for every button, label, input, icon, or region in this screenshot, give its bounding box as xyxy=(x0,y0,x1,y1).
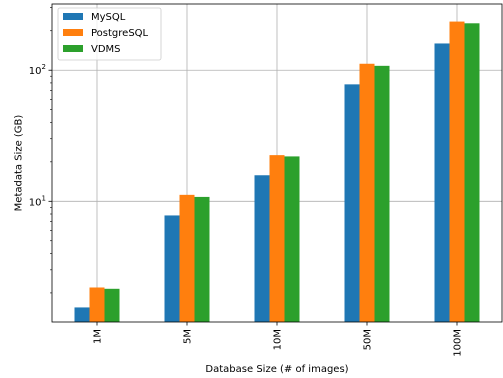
legend-swatch-postgresql xyxy=(63,29,83,36)
bar-vdms-50m xyxy=(374,65,390,322)
x-tick-label: 10M xyxy=(273,329,284,350)
bar-vdms-1m xyxy=(104,288,120,322)
x-tick-label: 100M xyxy=(453,329,464,357)
bar-mysql-10m xyxy=(254,175,270,322)
legend-swatch-mysql xyxy=(63,13,83,20)
bar-vdms-100m xyxy=(464,23,480,322)
x-tick-label: 50M xyxy=(363,329,374,350)
x-tick-label: 5M xyxy=(183,329,194,344)
x-axis-title: Database Size (# of images) xyxy=(205,364,348,375)
y-tick-label: 101 xyxy=(29,194,46,208)
legend-label-mysql: MySQL xyxy=(91,12,126,23)
legend: MySQL PostgreSQL VDMS xyxy=(57,7,162,61)
x-tick-label: 1M xyxy=(93,329,104,344)
legend-swatch-vdms xyxy=(63,45,83,52)
bar-vdms-10m xyxy=(284,156,300,322)
bar-postgresql-1m xyxy=(89,287,105,322)
bars xyxy=(74,21,480,323)
y-tick-label: 102 xyxy=(29,63,46,77)
bar-postgresql-50m xyxy=(359,63,375,323)
bar-postgresql-10m xyxy=(269,155,285,322)
bar-mysql-100m xyxy=(434,43,450,323)
legend-box xyxy=(57,7,162,61)
bar-mysql-1m xyxy=(74,307,90,322)
legend-label-postgresql: PostgreSQL xyxy=(91,28,149,39)
x-axis-ticks: 1M 5M 10M 50M 100M xyxy=(93,322,464,357)
bar-mysql-50m xyxy=(344,84,360,322)
bar-postgresql-100m xyxy=(449,21,465,322)
bar-postgresql-5m xyxy=(179,194,195,322)
y-axis-title: Metadata Size (GB) xyxy=(14,115,25,212)
y-axis-ticks: 101 102 xyxy=(29,7,52,294)
bar-vdms-5m xyxy=(194,196,210,322)
bar-mysql-5m xyxy=(164,215,180,322)
legend-label-vdms: VDMS xyxy=(91,44,121,55)
